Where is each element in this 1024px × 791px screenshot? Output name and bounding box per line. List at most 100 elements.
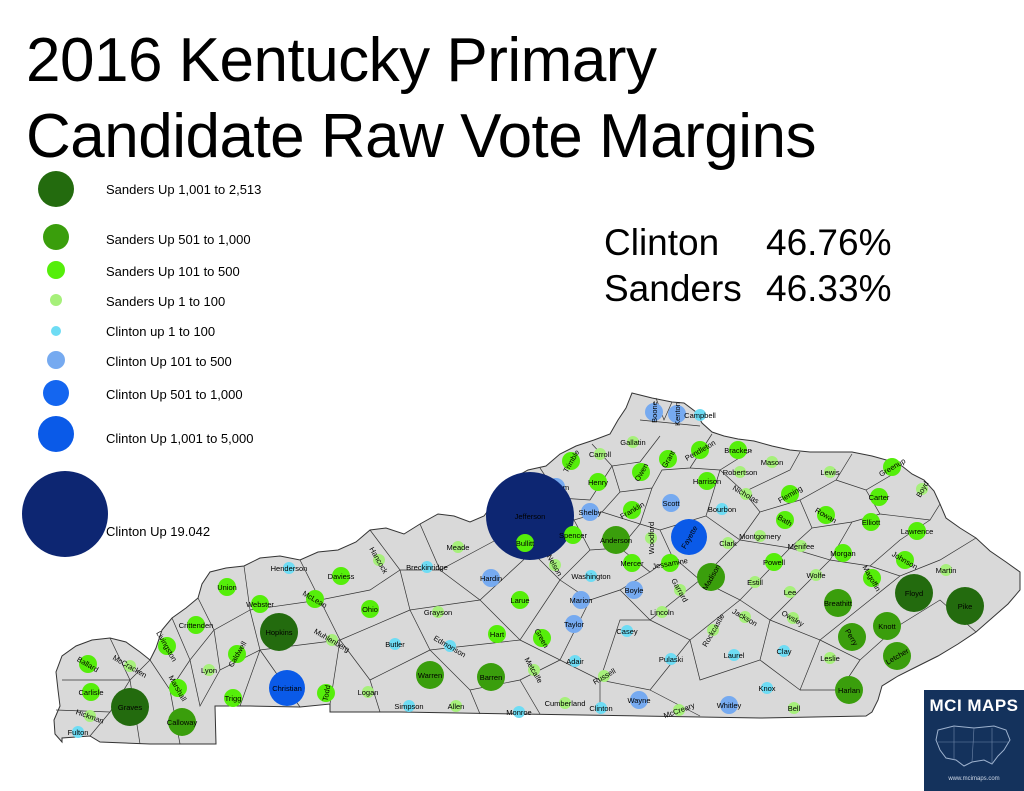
county-margin-circle — [761, 682, 773, 694]
county-label: Pike — [958, 602, 973, 611]
county-label: Casey — [616, 627, 638, 636]
county-margin-circle — [824, 466, 836, 478]
county-margin-circle — [787, 612, 799, 624]
county-margin-markers: Boone Kenton Campbell Gallatin Carroll Trimbl… — [68, 401, 984, 738]
county-margin-circle — [124, 660, 136, 672]
county-label: Mason — [761, 458, 784, 467]
county-margin-circle — [621, 625, 633, 637]
county-marker: Estill — [747, 576, 763, 588]
county-marker: Larue — [510, 591, 530, 609]
legend-swatch — [38, 416, 74, 452]
county-marker: Kenton — [668, 402, 686, 426]
county-margin-circle — [835, 676, 863, 704]
county-margin-circle — [896, 551, 914, 569]
county-margin-circle — [589, 473, 607, 491]
county-margin-circle — [111, 688, 149, 726]
county-marker: Casey — [616, 625, 638, 637]
county-label: Hopkins — [265, 628, 292, 637]
county-marker: Pike — [946, 587, 984, 625]
county-label: Meade — [447, 543, 470, 552]
county-margin-circle — [623, 501, 641, 519]
county-marker: Trimble — [561, 448, 581, 474]
county-label: Clay — [776, 647, 791, 656]
county-label: Montgomery — [739, 532, 781, 541]
county-margin-circle — [697, 563, 725, 591]
county-margin-circle — [716, 503, 728, 515]
county-marker: Logan — [358, 686, 378, 698]
county-marker: Bell — [788, 702, 801, 714]
county-label: Grayson — [424, 608, 452, 617]
legend-label: Clinton up 1 to 100 — [106, 324, 216, 339]
county-label: Jefferson — [515, 512, 546, 521]
county-margin-circle — [720, 696, 738, 714]
county-marker: Adair — [566, 655, 584, 667]
county-marker: Boone — [645, 401, 663, 423]
county-label: Ohio — [362, 605, 378, 614]
county-margin-circle — [754, 530, 766, 542]
county-margin-circle — [824, 589, 852, 617]
county-margin-circle — [795, 540, 807, 552]
county-margin-circle — [883, 642, 911, 670]
county-label: Crittenden — [179, 621, 214, 630]
county-margin-circle — [627, 436, 639, 448]
county-marker: Mason — [761, 456, 784, 468]
county-margin-circle — [168, 708, 196, 736]
county-marker: Hart — [488, 625, 506, 643]
result-sanders: Sanders 46.33% — [604, 268, 892, 310]
county-label: Calloway — [167, 718, 198, 727]
county-margin-circle — [729, 441, 747, 459]
county-marker: Robertson — [723, 466, 758, 478]
county-label: Wolfe — [806, 571, 825, 580]
county-margin-circle — [817, 506, 835, 524]
county-marker: Rowan — [813, 506, 838, 525]
county-marker: Bullitt — [516, 534, 535, 552]
county-marker: Washington — [571, 570, 611, 582]
county-marker: Grant — [659, 448, 677, 470]
county-margin-circle — [511, 591, 529, 609]
county-label: Larue — [510, 596, 529, 605]
county-margin-circle — [432, 606, 444, 618]
county-label: Elliott — [862, 518, 881, 527]
county-label: Boyle — [625, 586, 644, 595]
county-margin-circle — [602, 526, 630, 554]
county-margin-circle — [668, 405, 686, 423]
county-margin-circle — [559, 697, 571, 709]
county-margin-circle — [389, 638, 401, 650]
county-marker: Taylor — [564, 615, 585, 633]
county-margin-circle — [632, 463, 650, 481]
county-label: Breathitt — [824, 599, 853, 608]
county-margin-circle — [486, 472, 574, 560]
county-marker: Boyle — [625, 581, 644, 599]
county-margin-circle — [562, 452, 580, 470]
legend-label: Clinton Up 501 to 1,000 — [106, 387, 243, 402]
county-marker: Barren — [477, 663, 505, 691]
county-margin-circle — [251, 595, 269, 613]
county-marker: Butler — [385, 638, 405, 650]
county-label: Robertson — [723, 468, 758, 477]
county-marker: Knox — [758, 682, 776, 694]
logo-text: MCI MAPS — [929, 696, 1019, 715]
county-marker: Gallatin — [620, 436, 646, 448]
county-label: Lee — [784, 588, 797, 597]
county-margin-circle — [488, 625, 506, 643]
county-marker: Floyd — [895, 574, 933, 612]
county-margin-circle — [824, 652, 836, 664]
county-marker: Madison — [697, 563, 725, 592]
county-marker: Laurel — [724, 649, 745, 661]
county-marker: Whitley — [717, 696, 742, 714]
legend-label: Sanders Up 501 to 1,000 — [106, 232, 251, 247]
map-title-line-2: Candidate Raw Vote Margins — [26, 102, 817, 171]
county-marker: Leslie — [820, 652, 840, 664]
county-marker: Martin — [936, 564, 956, 576]
legend-label: Sanders Up 101 to 500 — [106, 264, 240, 279]
county-label: Carlisle — [78, 688, 103, 697]
county-marker: Carlisle — [78, 683, 104, 701]
county-label: Cumberland — [545, 699, 586, 708]
county-label: Hardin — [480, 574, 502, 583]
county-margin-circle — [361, 600, 379, 618]
county-label: Barren — [480, 673, 503, 682]
county-label: Fulton — [68, 728, 89, 737]
county-margin-circle — [662, 494, 680, 512]
county-label: Leslie — [820, 654, 840, 663]
legend-swatch — [47, 351, 65, 369]
